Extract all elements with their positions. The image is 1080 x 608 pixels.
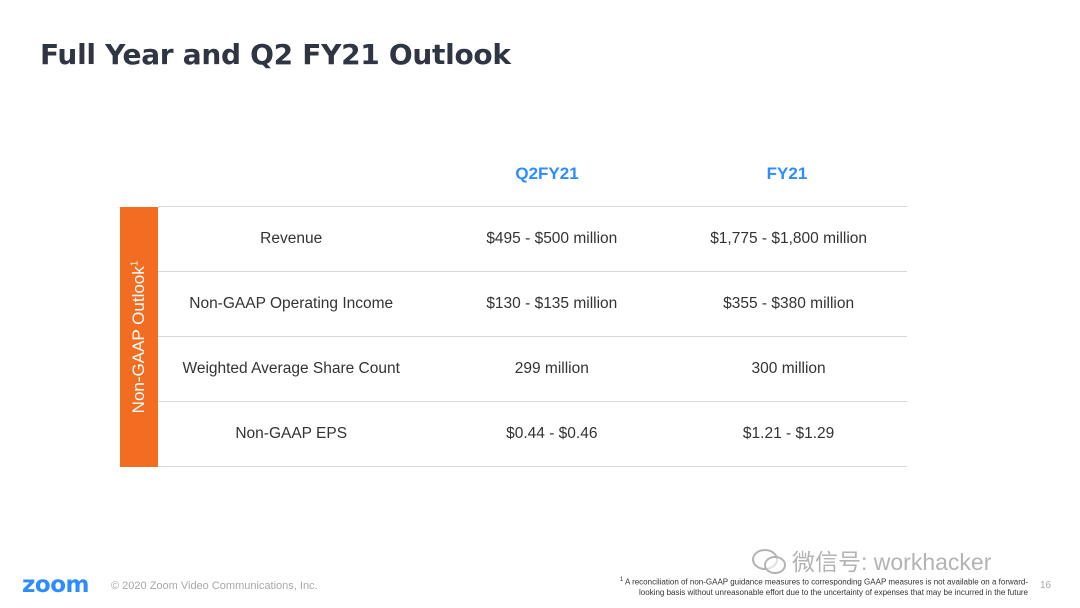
side-label: Non-GAAP Outlook1	[129, 261, 149, 414]
wechat-watermark: 微信号: workhacker	[752, 543, 991, 577]
row-label: Revenue	[260, 230, 323, 247]
footnote-mark: 1	[619, 577, 624, 583]
outlook-table: Revenue $495 - $500 million $1,775 - $1,…	[158, 206, 907, 467]
row-value-q2: $130 - $135 million	[486, 295, 618, 312]
row-label: Weighted Average Share Count	[182, 360, 400, 377]
column-header-fy21: FY21	[766, 164, 808, 183]
row-value-q2: 299 million	[514, 360, 589, 377]
copyright-text: © 2020 Zoom Video Communications, Inc.	[111, 580, 318, 592]
row-value-fy: $1.21 - $1.29	[742, 425, 835, 442]
table-row: Non-GAAP Operating Income $130 - $135 mi…	[158, 272, 907, 337]
footnote-line-1-text: A reconciliation of non-GAAP guidance me…	[624, 577, 1028, 587]
table-row: Non-GAAP EPS $0.44 - $0.46 $1.21 - $1.29	[158, 402, 907, 467]
zoom-logo: zoom	[22, 572, 89, 598]
page-title: Full Year and Q2 FY21 Outlook	[40, 38, 511, 71]
table-row: Weighted Average Share Count 299 million…	[158, 337, 907, 402]
row-value-fy: $1,775 - $1,800 million	[710, 230, 868, 247]
row-value-fy: $355 - $380 million	[723, 295, 855, 312]
row-value-q2: $495 - $500 million	[486, 230, 618, 247]
side-label-bar: Non-GAAP Outlook1	[120, 207, 158, 467]
row-value-q2: $0.44 - $0.46	[506, 425, 598, 442]
footnote: 1 A reconciliation of non-GAAP guidance …	[536, 575, 1028, 598]
row-label: Non-GAAP Operating Income	[189, 295, 394, 312]
page-number: 16	[1040, 580, 1052, 591]
side-label-text: Non-GAAP Outlook	[129, 266, 148, 414]
row-label: Non-GAAP EPS	[235, 425, 348, 442]
column-header-q2fy21: Q2FY21	[515, 164, 579, 183]
wechat-icon	[752, 547, 786, 574]
footnote-line-1: 1 A reconciliation of non-GAAP guidance …	[536, 575, 1028, 588]
side-label-footnote-mark: 1	[129, 260, 141, 267]
footnote-line-2: looking basis without unreasonable effor…	[639, 587, 1028, 597]
table-row: Revenue $495 - $500 million $1,775 - $1,…	[158, 207, 907, 272]
row-value-fy: 300 million	[751, 360, 826, 377]
watermark-text: 微信号: workhacker	[792, 549, 992, 575]
